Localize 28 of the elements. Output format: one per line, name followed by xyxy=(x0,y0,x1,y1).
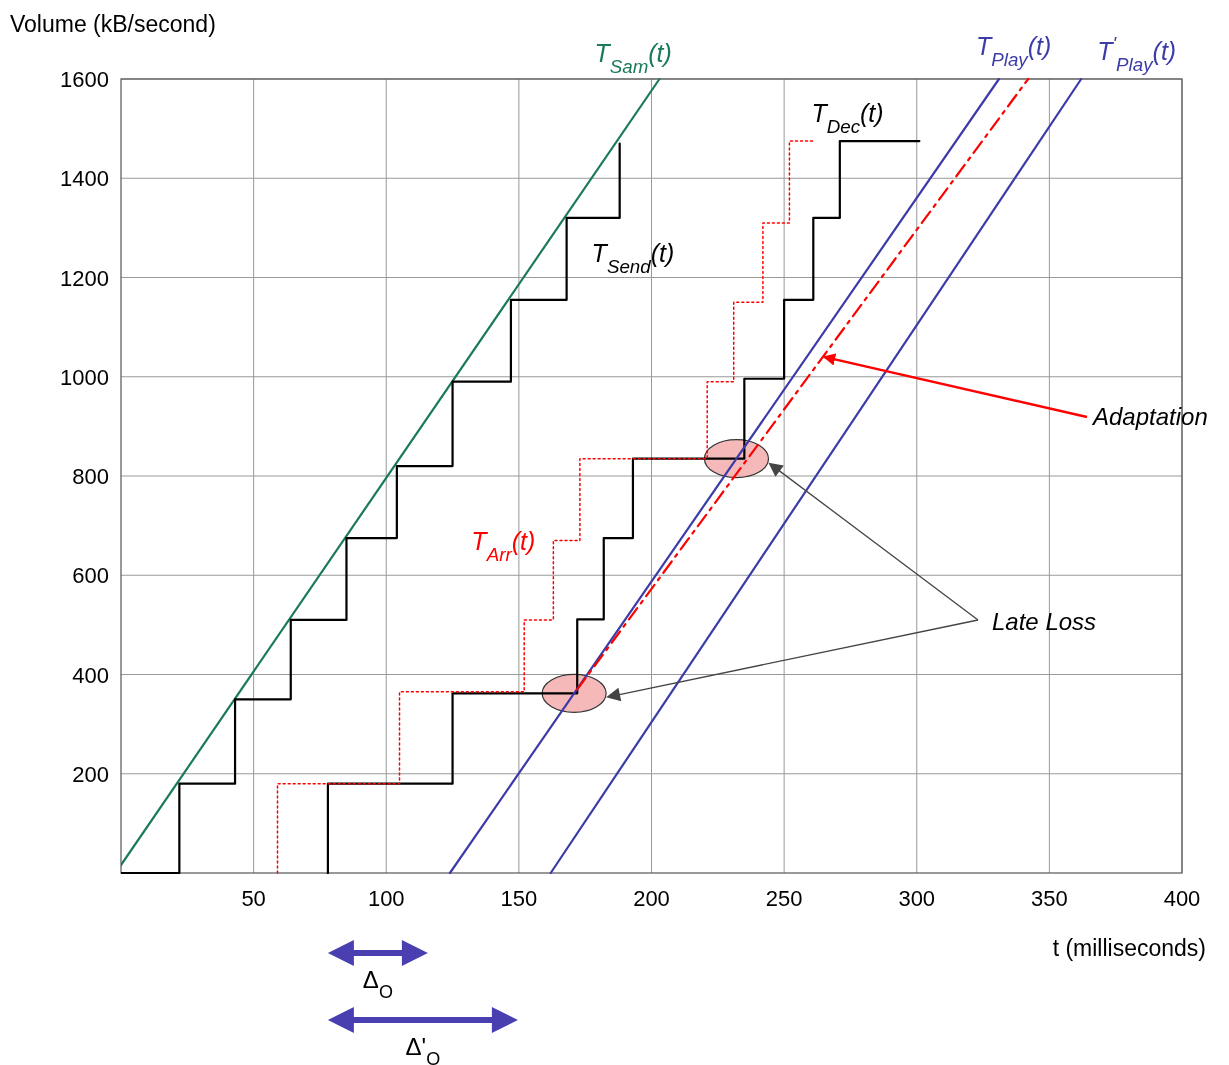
x-tick-label: 100 xyxy=(367,886,405,911)
series-label: T$^{'}$$_{Play}$(t) xyxy=(1097,32,1177,75)
x-tick-label: 300 xyxy=(898,886,936,911)
annotation: Late Loss xyxy=(992,608,1097,635)
x-tick-label: 250 xyxy=(765,886,803,911)
y-tick-label: 800 xyxy=(72,464,109,489)
series-label: T$_{Play}$(t) xyxy=(975,32,1052,70)
series-label: T$_{Arr}$(t) xyxy=(471,526,536,565)
y-tick-label: 600 xyxy=(72,563,109,589)
x-axis-title: t (milliseconds) xyxy=(1052,935,1206,961)
y-tick-label: 1200 xyxy=(60,265,109,291)
x-tick-label: 200 xyxy=(633,886,670,911)
x-tick-label: 350 xyxy=(1031,886,1068,911)
x-tick-label: 50 xyxy=(241,886,266,911)
y-axis-title: Volume (kB/second) xyxy=(10,11,216,37)
y-tick-label: 400 xyxy=(72,662,109,688)
series-label: T$_{Sam}$(t) xyxy=(594,39,672,77)
x-tick-label: 400 xyxy=(1163,886,1201,911)
annotation: Adaptation xyxy=(1091,403,1208,430)
x-tick-label: 150 xyxy=(500,886,538,911)
text: Δ$_{O}$ xyxy=(362,966,393,1002)
series-label: T$_{Send}$(t) xyxy=(591,238,675,277)
y-tick-label: 1400 xyxy=(60,166,109,192)
text: Δ'$_{O}$ xyxy=(405,1033,441,1065)
series-label: T$_{Dec}$(t) xyxy=(811,99,884,137)
y-tick-label: 1600 xyxy=(60,67,109,92)
y-tick-label: 1000 xyxy=(60,364,109,390)
y-tick-label: 200 xyxy=(72,761,109,787)
